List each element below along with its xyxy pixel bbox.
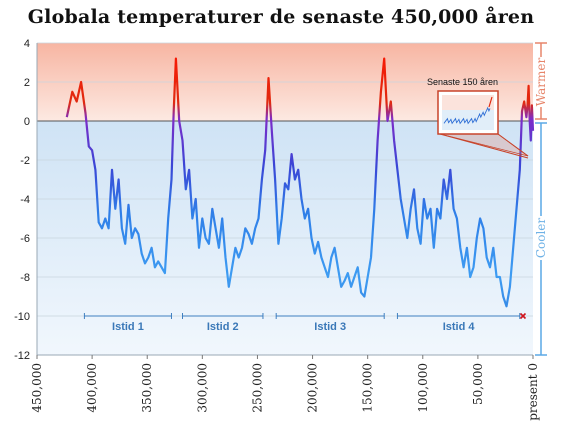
x-tick-label: 150,000 — [361, 363, 375, 413]
inset-connector-line — [497, 133, 529, 157]
chart-title: Globala temperaturer de senaste 450,000 … — [27, 6, 535, 28]
ice-age-label: Istid 4 — [443, 321, 476, 333]
cooler-label: Cooler — [534, 218, 548, 259]
ice-age-label: Istid 1 — [112, 321, 144, 333]
y-tick-label: -6 — [20, 233, 30, 245]
warm-label-bg — [533, 57, 549, 107]
y-tick-label: 0 — [24, 116, 30, 128]
x-tick-label: 200,000 — [306, 363, 320, 413]
inset-warm-line — [488, 96, 493, 108]
temperature-line — [65, 57, 535, 308]
cool-label-bg — [533, 216, 549, 260]
inset-label: Senaste 150 åren — [427, 77, 498, 87]
x-tick-label: 250,000 — [250, 363, 264, 413]
present-marker — [519, 312, 527, 320]
x-tick-label: 400,000 — [85, 363, 99, 413]
y-tick-label: -2 — [20, 155, 30, 167]
x-tick-label: 350,000 — [140, 363, 154, 413]
ice-age-markers: Istid 1 Istid 2 Istid 3 Istid 4 — [83, 312, 527, 333]
grid — [36, 42, 533, 356]
x-axis: 450,000 400,000 350,000 300,000 250,000 200,0… — [30, 355, 540, 421]
y-tick-label: -10 — [14, 311, 30, 323]
y-tick-label: 4 — [24, 38, 30, 50]
y-tick-label: -8 — [20, 272, 30, 284]
inset-warm-band — [442, 95, 494, 110]
x-tick-label: 450,000 — [30, 363, 44, 413]
x-tick-label: 50,000 — [471, 363, 485, 405]
series-layer — [65, 57, 535, 308]
x-tick-label: 300,000 — [195, 363, 209, 413]
ice-age-label: Istid 2 — [207, 321, 239, 333]
side-bracket: Warmer Cooler — [533, 42, 549, 356]
inset-line — [443, 106, 491, 125]
inset-cool-band — [442, 110, 494, 130]
y-tick-label: 2 — [24, 77, 30, 89]
y-tick-label: -4 — [20, 194, 30, 206]
inset-panel: Senaste 150 åren — [427, 77, 529, 159]
y-tick-label: -12 — [14, 350, 30, 362]
ice-age-label: Istid 3 — [314, 321, 346, 333]
x-tick-label: present 0 — [526, 363, 540, 421]
y-axis: 4 2 0 -2 -4 -6 -8 -10 -12 — [14, 38, 30, 362]
inset-connector-line — [439, 133, 529, 159]
warmer-label: Warmer — [534, 58, 548, 107]
x-tick-label: 100,000 — [416, 363, 430, 413]
